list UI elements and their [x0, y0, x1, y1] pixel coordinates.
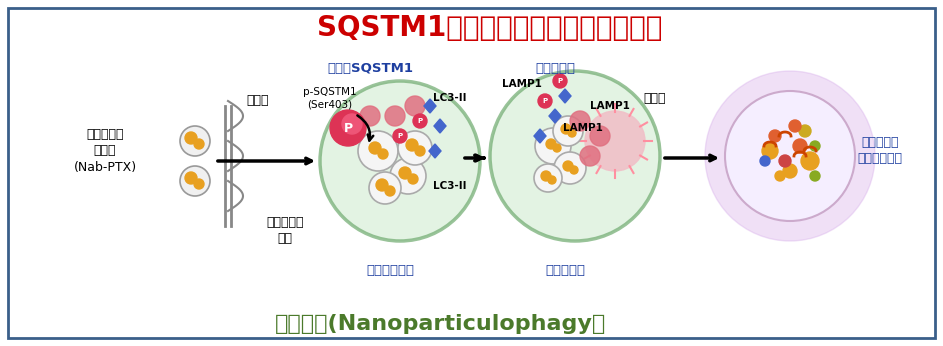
Circle shape: [376, 179, 388, 191]
Circle shape: [180, 166, 210, 196]
Circle shape: [580, 146, 600, 166]
Circle shape: [180, 126, 210, 156]
Text: LC3-II: LC3-II: [433, 181, 467, 191]
Circle shape: [535, 128, 571, 164]
Text: 細胞膜: 細胞膜: [247, 94, 270, 108]
Circle shape: [783, 164, 797, 178]
Circle shape: [769, 130, 781, 142]
Circle shape: [793, 139, 807, 153]
Text: P: P: [557, 78, 563, 84]
Circle shape: [360, 106, 380, 126]
Text: 奈米白蛋白
紫杉醇
(Nab-PTX): 奈米白蛋白 紫杉醇 (Nab-PTX): [74, 128, 137, 173]
Circle shape: [185, 132, 197, 144]
Text: P: P: [418, 118, 422, 124]
Circle shape: [538, 94, 552, 108]
Text: 泛素化奈米
藥物: 泛素化奈米 藥物: [266, 217, 304, 246]
Circle shape: [358, 131, 398, 171]
Circle shape: [369, 172, 401, 204]
Circle shape: [585, 111, 645, 171]
Text: LAMP1: LAMP1: [563, 123, 603, 133]
Text: 自噬溶酶體: 自噬溶酶體: [545, 264, 585, 277]
Circle shape: [810, 171, 820, 181]
Text: P: P: [343, 121, 353, 135]
Circle shape: [548, 176, 556, 184]
Polygon shape: [559, 89, 571, 103]
Circle shape: [390, 158, 426, 194]
Circle shape: [369, 142, 381, 154]
Text: LC3-II: LC3-II: [433, 93, 467, 103]
Circle shape: [185, 172, 197, 184]
Circle shape: [553, 74, 567, 88]
Circle shape: [393, 129, 407, 143]
Text: 磷酸化SQSTM1: 磷酸化SQSTM1: [327, 62, 413, 74]
Circle shape: [320, 81, 480, 241]
Circle shape: [590, 126, 610, 146]
Text: LAMP1: LAMP1: [502, 79, 542, 89]
Text: P: P: [542, 98, 548, 104]
Text: LAMP1: LAMP1: [590, 101, 630, 111]
Circle shape: [801, 152, 819, 170]
Circle shape: [554, 152, 586, 184]
Circle shape: [385, 106, 405, 126]
Circle shape: [534, 164, 562, 192]
Text: SQSTM1促進奈米藥物釋放與抗癌活性: SQSTM1促進奈米藥物釋放與抗癌活性: [317, 14, 663, 42]
Circle shape: [490, 71, 660, 241]
Circle shape: [810, 141, 820, 151]
Circle shape: [398, 131, 432, 165]
Polygon shape: [549, 109, 561, 123]
Circle shape: [553, 116, 583, 146]
Circle shape: [408, 174, 418, 184]
Circle shape: [760, 156, 770, 166]
Circle shape: [561, 124, 571, 134]
Circle shape: [194, 179, 204, 189]
Circle shape: [415, 146, 425, 156]
Text: 奈米自噬(Nanoparticulophagy）: 奈米自噬(Nanoparticulophagy）: [274, 314, 605, 334]
Circle shape: [568, 129, 576, 137]
Polygon shape: [434, 119, 446, 133]
Text: 釋放紫杉醇
發揮抗癌活性: 釋放紫杉醇 發揮抗癌活性: [857, 137, 902, 165]
Text: 溶酶體融合: 溶酶體融合: [535, 62, 575, 74]
Circle shape: [570, 111, 590, 131]
Circle shape: [563, 161, 573, 171]
Polygon shape: [424, 99, 436, 113]
Circle shape: [406, 139, 418, 151]
Circle shape: [570, 166, 578, 174]
Text: p-SQSTM1
(Ser403): p-SQSTM1 (Ser403): [304, 87, 356, 109]
Text: 形成自噬小體: 形成自噬小體: [366, 264, 414, 277]
Circle shape: [546, 139, 556, 149]
Text: P: P: [397, 133, 403, 139]
Circle shape: [342, 114, 362, 134]
Circle shape: [725, 91, 855, 221]
Circle shape: [762, 143, 778, 159]
FancyBboxPatch shape: [8, 8, 935, 338]
Polygon shape: [534, 129, 546, 143]
Text: 溶酶體: 溶酶體: [644, 91, 667, 104]
Circle shape: [378, 149, 388, 159]
Circle shape: [553, 144, 561, 152]
Circle shape: [789, 120, 801, 132]
Polygon shape: [429, 144, 441, 158]
Circle shape: [705, 71, 875, 241]
Circle shape: [405, 96, 425, 116]
Circle shape: [541, 171, 551, 181]
Circle shape: [194, 139, 204, 149]
Circle shape: [799, 125, 811, 137]
Circle shape: [385, 186, 395, 196]
Circle shape: [330, 110, 366, 146]
Circle shape: [779, 155, 791, 167]
Circle shape: [775, 171, 785, 181]
Circle shape: [413, 114, 427, 128]
Circle shape: [399, 167, 411, 179]
